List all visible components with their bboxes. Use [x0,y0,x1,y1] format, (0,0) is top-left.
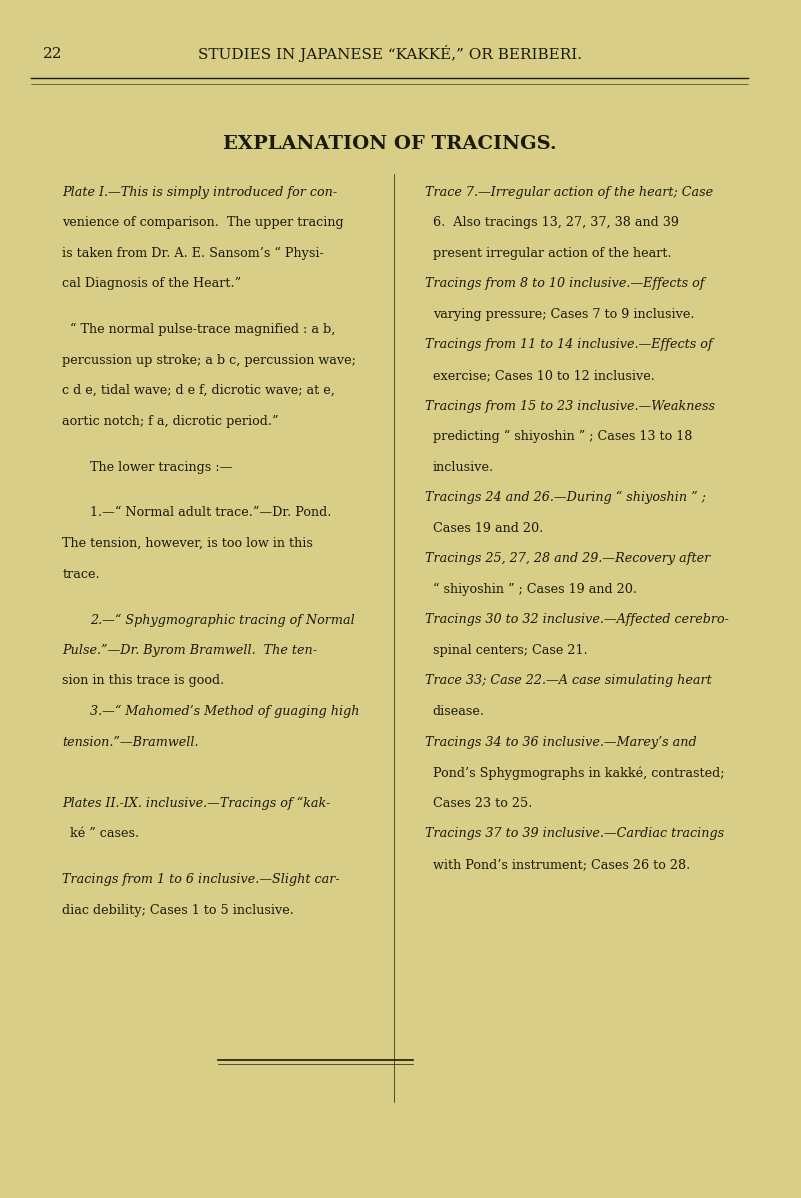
Text: 1.—“ Normal adult trace.”—Dr. Pond.: 1.—“ Normal adult trace.”—Dr. Pond. [90,507,331,520]
Text: varying pressure; Cases 7 to 9 inclusive.: varying pressure; Cases 7 to 9 inclusive… [433,308,694,321]
Text: predicting “ shiyoshin ” ; Cases 13 to 18: predicting “ shiyoshin ” ; Cases 13 to 1… [433,430,692,443]
Text: 6.  Also tracings 13, 27, 37, 38 and 39: 6. Also tracings 13, 27, 37, 38 and 39 [433,216,678,229]
Text: Plates II.-IX. inclusive.—Tracings of “kak-: Plates II.-IX. inclusive.—Tracings of “k… [62,797,331,810]
Text: “ The normal pulse-trace magnified : a b,: “ The normal pulse-trace magnified : a b… [70,323,336,337]
Text: Tracings from 1 to 6 inclusive.—Slight car-: Tracings from 1 to 6 inclusive.—Slight c… [62,873,340,887]
Text: Pulse.”—Dr. Byrom Bramwell.  The ten-: Pulse.”—Dr. Byrom Bramwell. The ten- [62,643,317,657]
Text: Trace 33; Case 22.—A case simulating heart: Trace 33; Case 22.—A case simulating hea… [425,674,711,688]
Text: The tension, however, is too low in this: The tension, however, is too low in this [62,537,313,550]
Text: venience of comparison.  The upper tracing: venience of comparison. The upper tracin… [62,216,344,229]
Text: Tracings 34 to 36 inclusive.—Marey’s and: Tracings 34 to 36 inclusive.—Marey’s and [425,736,697,749]
Text: exercise; Cases 10 to 12 inclusive.: exercise; Cases 10 to 12 inclusive. [433,369,654,382]
Text: STUDIES IN JAPANESE “KAKKÉ,” OR BERIBERI.: STUDIES IN JAPANESE “KAKKÉ,” OR BERIBERI… [198,46,582,62]
Text: Tracings 25, 27, 28 and 29.—Recovery after: Tracings 25, 27, 28 and 29.—Recovery aft… [425,552,710,565]
Text: 3.—“ Mahomed’s Method of guaging high: 3.—“ Mahomed’s Method of guaging high [90,704,359,719]
Text: 22: 22 [43,47,62,61]
Text: disease.: disease. [433,704,485,718]
Text: trace.: trace. [62,568,100,581]
Text: percussion up stroke; a b c, percussion wave;: percussion up stroke; a b c, percussion … [62,353,356,367]
Text: Tracings 37 to 39 inclusive.—Cardiac tracings: Tracings 37 to 39 inclusive.—Cardiac tra… [425,827,724,840]
Text: Tracings 24 and 26.—During “ shiyoshin ” ;: Tracings 24 and 26.—During “ shiyoshin ”… [425,491,706,504]
Text: with Pond’s instrument; Cases 26 to 28.: with Pond’s instrument; Cases 26 to 28. [433,858,690,871]
Text: 2.—“ Sphygmographic tracing of Normal: 2.—“ Sphygmographic tracing of Normal [90,613,354,627]
Text: Trace 7.—Irregular action of the heart; Case: Trace 7.—Irregular action of the heart; … [425,186,713,199]
Text: Tracings from 8 to 10 inclusive.—Effects of: Tracings from 8 to 10 inclusive.—Effects… [425,277,704,290]
Text: aortic notch; f a, dicrotic period.”: aortic notch; f a, dicrotic period.” [62,415,279,428]
Text: “ shiyoshin ” ; Cases 19 and 20.: “ shiyoshin ” ; Cases 19 and 20. [433,582,637,597]
Text: Tracings 30 to 32 inclusive.—Affected cerebro-: Tracings 30 to 32 inclusive.—Affected ce… [425,613,729,627]
Text: is taken from Dr. A. E. Sansom’s “ Physi-: is taken from Dr. A. E. Sansom’s “ Physi… [62,247,324,260]
Text: EXPLANATION OF TRACINGS.: EXPLANATION OF TRACINGS. [223,134,557,153]
Text: The lower tracings :—: The lower tracings :— [90,460,232,473]
Text: inclusive.: inclusive. [433,460,493,473]
Text: present irregular action of the heart.: present irregular action of the heart. [433,247,671,260]
Text: sion in this trace is good.: sion in this trace is good. [62,674,224,688]
Text: diac debility; Cases 1 to 5 inclusive.: diac debility; Cases 1 to 5 inclusive. [62,903,294,916]
Text: cal Diagnosis of the Heart.”: cal Diagnosis of the Heart.” [62,277,241,290]
Text: Cases 19 and 20.: Cases 19 and 20. [433,521,543,534]
Text: Cases 23 to 25.: Cases 23 to 25. [433,797,532,810]
Text: Tracings from 11 to 14 inclusive.—Effects of: Tracings from 11 to 14 inclusive.—Effect… [425,338,713,351]
Text: c d e, tidal wave; d e f, dicrotic wave; at e,: c d e, tidal wave; d e f, dicrotic wave;… [62,385,336,398]
Text: Tracings from 15 to 23 inclusive.—Weakness: Tracings from 15 to 23 inclusive.—Weakne… [425,399,714,412]
Text: spinal centers; Case 21.: spinal centers; Case 21. [433,643,587,657]
Text: tension.”—Bramwell.: tension.”—Bramwell. [62,736,199,749]
Text: Pond’s Sphygmographs in kakké, contrasted;: Pond’s Sphygmographs in kakké, contraste… [433,766,724,780]
Text: Plate I.—This is simply introduced for con-: Plate I.—This is simply introduced for c… [62,186,337,199]
Text: ké ” cases.: ké ” cases. [70,827,139,840]
